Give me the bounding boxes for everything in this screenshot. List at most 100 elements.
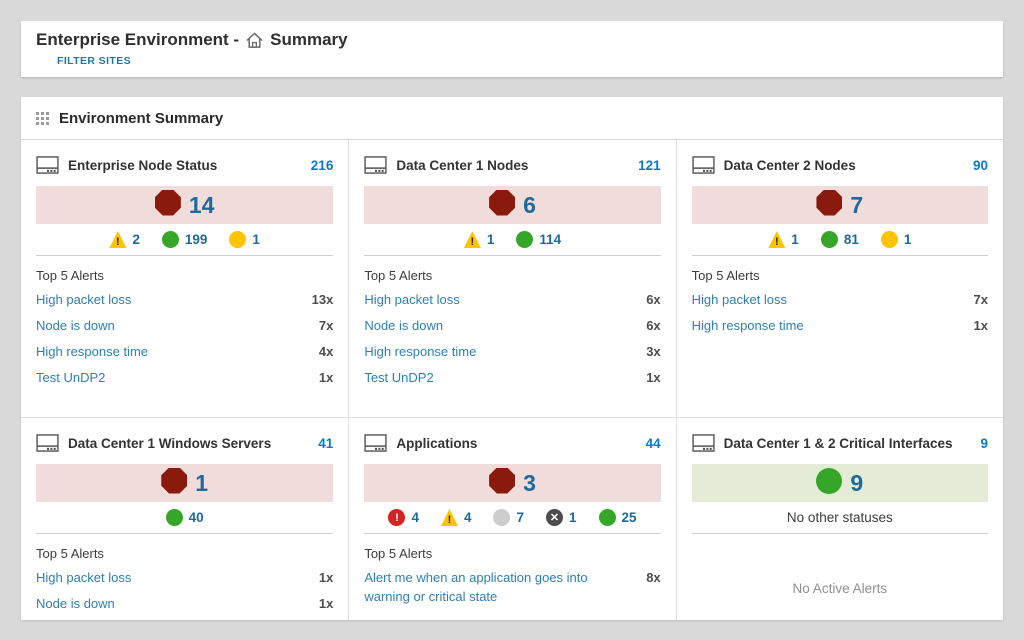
up-circle-icon bbox=[598, 509, 616, 526]
alerts-section: No Active Alerts bbox=[692, 581, 988, 596]
top-alerts-label: Top 5 Alerts bbox=[36, 268, 104, 283]
card-total-link[interactable]: 41 bbox=[318, 435, 334, 451]
status-banner[interactable]: 6 bbox=[364, 186, 661, 224]
alert-row: High packet loss 1x bbox=[36, 568, 333, 587]
alert-name-link[interactable]: High response time bbox=[364, 344, 477, 359]
alert-row: High packet loss 13x bbox=[36, 290, 333, 309]
alert-name-link[interactable]: Alert me when an application goes into w… bbox=[364, 570, 588, 604]
card-divider bbox=[364, 255, 661, 256]
status-item[interactable]: 1 bbox=[880, 231, 911, 248]
alert-count: 1x bbox=[973, 318, 988, 333]
status-item[interactable]: ! 2 bbox=[109, 231, 140, 248]
status-row: ! 4 ! 4 7 ✕ 1 25 bbox=[364, 502, 660, 533]
alert-row: High packet loss 6x bbox=[364, 290, 660, 309]
status-item[interactable]: ! 1 bbox=[463, 231, 494, 248]
node-icon bbox=[692, 434, 715, 452]
card-header: Applications 44 bbox=[364, 432, 661, 454]
card-header: Data Center 1 Windows Servers 41 bbox=[36, 432, 333, 454]
alert-row: Node is down 1x bbox=[36, 594, 333, 613]
card-total-link[interactable]: 9 bbox=[980, 435, 988, 451]
banner-count: 3 bbox=[523, 469, 536, 496]
status-count: 114 bbox=[539, 232, 562, 247]
drag-handle-icon[interactable] bbox=[36, 111, 49, 125]
status-banner[interactable]: 14 bbox=[36, 186, 334, 224]
status-count: 7 bbox=[516, 510, 524, 525]
alert-name-link[interactable]: High packet loss bbox=[36, 292, 132, 307]
status-count: 4 bbox=[411, 510, 419, 525]
status-item[interactable]: ! 1 bbox=[768, 231, 799, 248]
critical-octagon-icon bbox=[154, 189, 181, 216]
status-banner[interactable]: 9 bbox=[691, 464, 988, 502]
alert-name-link[interactable]: High packet loss bbox=[36, 570, 132, 585]
alert-name-link[interactable]: High packet loss bbox=[364, 292, 460, 307]
status-item[interactable]: ! 4 bbox=[440, 509, 471, 526]
status-banner[interactable]: 1 bbox=[36, 464, 334, 502]
status-item[interactable]: 40 bbox=[165, 509, 204, 526]
no-active-alerts-text: No Active Alerts bbox=[792, 581, 888, 596]
status-row: ! 1 114 bbox=[364, 224, 660, 255]
status-banner[interactable]: 3 bbox=[364, 464, 661, 502]
card-header: Data Center 1 & 2 Critical Interfaces 9 bbox=[692, 432, 988, 454]
alerts-section: Top 5 Alerts High packet loss 13x Node is d… bbox=[36, 268, 333, 387]
alert-name-link[interactable]: Test UnDP2 bbox=[36, 370, 106, 385]
alert-name-link[interactable]: High packet loss bbox=[691, 292, 788, 307]
home-icon bbox=[245, 31, 264, 50]
critical-octagon-icon bbox=[161, 467, 188, 494]
status-card: Data Center 1 Nodes 121 6 ! 1 114 Top 5 Al… bbox=[348, 140, 675, 417]
page-title-prefix: Enterprise Environment - bbox=[36, 30, 240, 49]
card-divider bbox=[36, 255, 334, 256]
alert-row: Test UnDP2 1x bbox=[364, 368, 660, 387]
warning-triangle-icon: ! bbox=[463, 231, 481, 248]
status-count: 199 bbox=[184, 232, 208, 247]
banner-count: 7 bbox=[850, 191, 864, 218]
status-card: Data Center 2 Nodes 90 7 ! 1 81 1 Top 5 Ale… bbox=[675, 140, 1003, 417]
alert-name-link[interactable]: Test UnDP2 bbox=[364, 370, 434, 385]
status-item[interactable]: ✕ 1 bbox=[545, 509, 577, 526]
top-alerts-label: Top 5 Alerts bbox=[691, 268, 760, 283]
status-count: 25 bbox=[621, 510, 637, 525]
page-title: Enterprise Environment - Summary bbox=[36, 29, 988, 51]
status-item[interactable]: 199 bbox=[161, 231, 208, 248]
status-count: 2 bbox=[132, 232, 140, 247]
critical-octagon-icon bbox=[489, 189, 516, 216]
banner-icon bbox=[161, 467, 188, 499]
alert-row: Node is down 6x bbox=[364, 316, 660, 335]
status-item[interactable]: 114 bbox=[516, 231, 561, 248]
alert-row: Test UnDP2 1x bbox=[36, 368, 333, 387]
alert-name-link[interactable]: Node is down bbox=[36, 318, 115, 333]
card-title: Data Center 2 Nodes bbox=[723, 157, 856, 173]
card-total-link[interactable]: 90 bbox=[972, 157, 988, 173]
external-circle-icon bbox=[229, 231, 247, 248]
alerts-section: Top 5 Alerts High packet loss 6x Node is do… bbox=[364, 268, 660, 387]
status-item[interactable]: 1 bbox=[229, 231, 260, 248]
status-item[interactable]: 81 bbox=[820, 231, 859, 248]
alert-name-link[interactable]: High response time bbox=[36, 344, 148, 359]
filter-sites-button[interactable]: FILTER SITES bbox=[57, 55, 132, 67]
alert-name-link[interactable]: Node is down bbox=[364, 318, 444, 333]
status-count: 1 bbox=[252, 232, 260, 247]
banner-icon bbox=[816, 189, 843, 221]
card-divider bbox=[691, 255, 988, 256]
card-header: Data Center 2 Nodes 90 bbox=[692, 154, 988, 176]
alert-count: 1x bbox=[646, 370, 661, 385]
alert-count: 1x bbox=[318, 570, 334, 585]
status-row: ! 2 199 1 bbox=[36, 224, 333, 255]
alert-row: Node is down 7x bbox=[36, 316, 333, 335]
card-total-link[interactable]: 44 bbox=[645, 435, 661, 451]
page-title-suffix: Summary bbox=[270, 30, 348, 49]
banner-icon bbox=[816, 467, 843, 499]
alert-count: 8x bbox=[646, 570, 661, 585]
status-item[interactable]: 7 bbox=[493, 509, 524, 526]
alert-name-link[interactable]: High response time bbox=[691, 318, 804, 333]
banner-icon bbox=[489, 189, 516, 221]
banner-count: 6 bbox=[523, 191, 536, 218]
card-total-link[interactable]: 121 bbox=[638, 157, 661, 173]
alert-name-link[interactable]: Node is down bbox=[36, 596, 115, 611]
card-total-link[interactable]: 216 bbox=[310, 157, 334, 173]
status-row: 40 bbox=[36, 502, 333, 533]
status-item[interactable]: ! 4 bbox=[388, 509, 419, 526]
card-title: Applications bbox=[396, 435, 478, 451]
status-item[interactable]: 25 bbox=[598, 509, 637, 526]
status-banner[interactable]: 7 bbox=[691, 186, 988, 224]
status-card: Enterprise Node Status 216 14 ! 2 199 1 Top… bbox=[21, 140, 348, 417]
